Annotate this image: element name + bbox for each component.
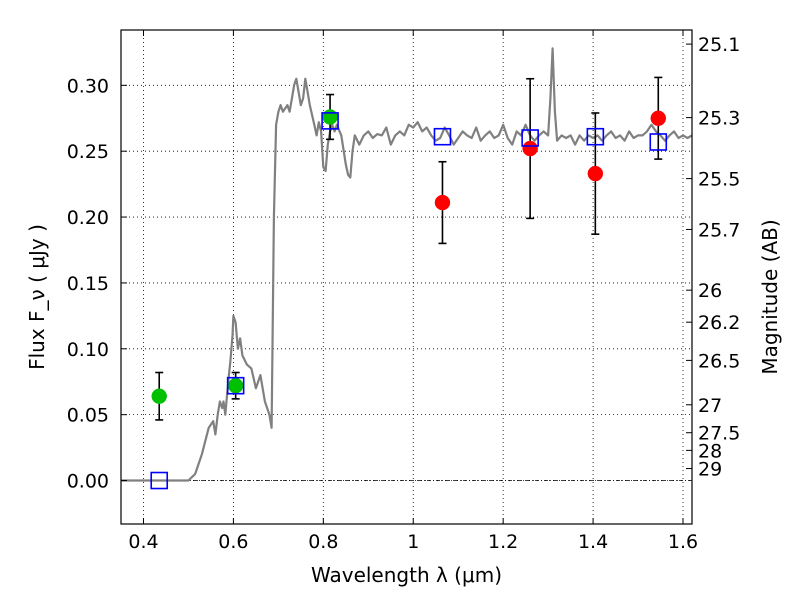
y-right-tick-label: 25.3 (698, 108, 740, 130)
model-spectrum (121, 47, 693, 482)
data-point-circle (322, 109, 338, 125)
x-tick-label: 0.6 (218, 531, 248, 553)
data-point-square (226, 376, 245, 395)
data-point-circle (227, 377, 244, 394)
y-right-tick-label: 26.5 (698, 350, 740, 372)
y-tick-label: 0.10 (67, 339, 109, 361)
data-point-square (586, 127, 605, 146)
data-point-circle (522, 140, 538, 157)
y-right-tick-label: 29 (698, 459, 722, 481)
y-right-tick-label: 26 (698, 280, 722, 302)
y-right-tick-label: 27.5 (698, 423, 740, 445)
y-right-tick-label: 28 (698, 440, 722, 462)
photometry-points (150, 76, 668, 490)
y-right-tick-label: 26.2 (698, 312, 740, 334)
data-point-square (150, 471, 169, 490)
y-tick-label: 0.25 (67, 141, 109, 163)
y-right-tick-label: 25.1 (698, 34, 740, 56)
y-right-axis-label: Magnitude (AB) (758, 219, 782, 374)
x-tick-label: 0.4 (128, 531, 158, 553)
x-tick-label: 1.6 (668, 531, 698, 553)
grid-lines (121, 30, 692, 524)
x-tick-label: 1 (407, 531, 419, 553)
x-tick-label: 0.8 (308, 531, 338, 553)
data-point-square (649, 133, 668, 151)
y-tick-label: 0.00 (67, 471, 109, 493)
x-axis-label: Wavelength λ (μm) (311, 563, 502, 587)
data-point-circle (151, 388, 167, 404)
plot-frame (120, 29, 693, 525)
data-point-square (321, 112, 339, 130)
axis-ticks: 0.4 0.6 0.8 1 1.2 1.4 1.6 0.00 0.05 0.10 0.15 0.20 0… (67, 30, 740, 553)
y-tick-label: 0.30 (67, 75, 109, 97)
spectrum-line (121, 47, 693, 482)
y-right-tick-label: 25.5 (698, 169, 740, 191)
y-tick-label: 0.15 (67, 273, 109, 295)
data-point-square (433, 127, 452, 146)
y-right-tick-label: 25.7 (698, 219, 740, 241)
y-axis-label: Flux F_ν ( μJy ) (25, 224, 49, 370)
data-point-circle (587, 165, 604, 182)
y-tick-label: 0.20 (67, 207, 109, 229)
data-point-circle (434, 194, 451, 211)
y-right-tick-label: 27 (698, 395, 722, 417)
data-point-square (521, 129, 539, 147)
y-tick-label: 0.05 (67, 405, 109, 427)
data-point-circle (650, 110, 667, 127)
x-tick-label: 1.2 (488, 531, 518, 553)
x-tick-label: 1.4 (578, 531, 608, 553)
